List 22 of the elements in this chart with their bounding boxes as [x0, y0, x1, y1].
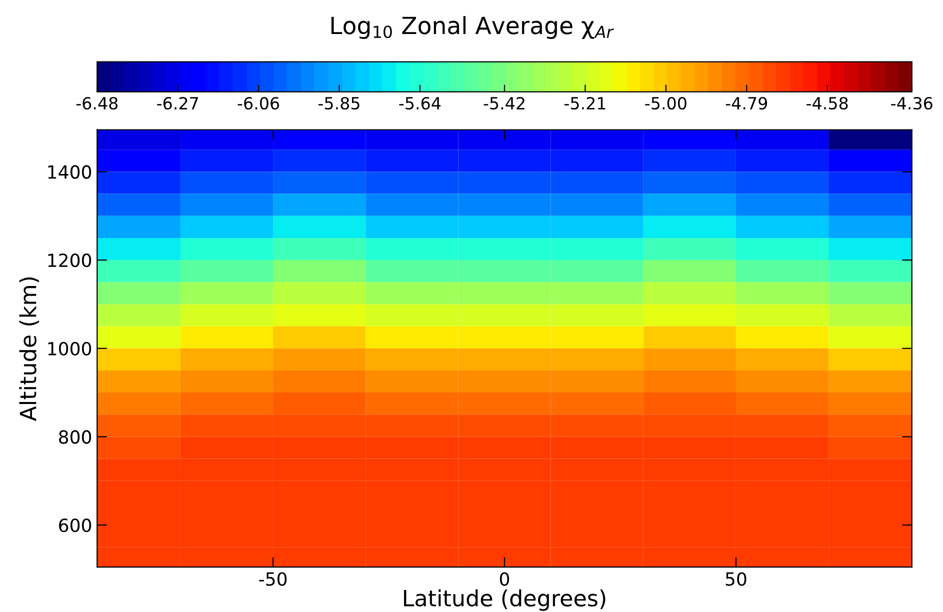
- x-tick-label: 0: [500, 572, 510, 586]
- color-bar-label: -6.48: [76, 96, 118, 110]
- color-bar-label: -5.42: [484, 96, 524, 110]
- y-tick-label: 1000: [48, 342, 92, 356]
- color-bar-label: -4.58: [806, 96, 848, 110]
- color-bar-label: -4.79: [726, 96, 768, 110]
- color-bar-label: -5.00: [645, 96, 686, 110]
- color-bar-label: -5.21: [564, 96, 606, 110]
- x-axis-title: Latitude (degrees): [404, 589, 606, 611]
- color-bar-label: -4.36: [891, 96, 932, 110]
- y-axis-title: Altitude (km): [19, 277, 40, 422]
- y-tick-label: 800: [59, 430, 92, 444]
- y-tick-label: 1400: [48, 165, 92, 179]
- color-bar-label: -6.06: [238, 96, 280, 110]
- color-bar-label: -5.85: [318, 96, 360, 110]
- color-bar-label: -5.64: [399, 96, 441, 110]
- x-tick-label: 50: [726, 572, 746, 586]
- y-tick-label: 1200: [48, 254, 92, 268]
- color-bar-label: -6.27: [157, 96, 198, 110]
- y-tick-label: 600: [59, 518, 92, 532]
- chart-title: Log$_{10}$ Zonal Average χ$_{Ar}$: [331, 16, 614, 39]
- x-tick-label: -50: [259, 572, 287, 586]
